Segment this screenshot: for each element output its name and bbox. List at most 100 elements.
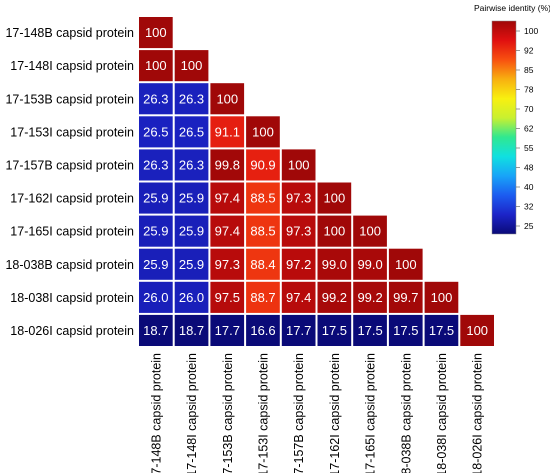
heatmap-cell [246,149,280,181]
cell-value-label: 88.5 [250,224,275,239]
heatmap-cell [246,281,280,313]
heatmap-cell [317,281,352,313]
color-legend: Pairwise identity (%) 100 92 85 78 70 62 55 48 4… [474,3,550,235]
legend-tick-label: 78 [524,85,534,95]
heatmap-cell [424,314,459,346]
cell-value-label: 97.4 [215,224,240,239]
cell-value-label: 17.7 [215,323,240,338]
cell-value-label: 17.5 [322,323,347,338]
cell-value-label: 97.4 [286,290,311,305]
heatmap-cell [460,314,494,346]
row-label: 17-148I capsid protein [10,59,134,73]
legend-tick-label: 55 [524,143,534,153]
row-label: 17-162I capsid protein [10,192,134,206]
cell-value-label: 18.7 [179,323,204,338]
cell-value-label: 26.3 [179,91,204,106]
heatmap-cell [246,215,280,247]
heatmap-cell [317,248,352,280]
cell-value-label: 88.5 [250,191,275,206]
heatmap-cell [388,314,423,346]
legend-tick-label: 70 [524,104,534,114]
cell-value-label: 99.0 [322,257,347,272]
cell-value-label: 88.7 [250,290,275,305]
heatmap-cell [139,248,173,280]
cell-value-label: 100 [324,191,346,206]
cell-value-label: 99.2 [322,290,347,305]
heatmap-cell [139,83,173,115]
heatmap-cell [139,215,173,247]
cell-value-label: 99.2 [357,290,382,305]
cell-value-label: 100 [216,91,238,106]
cell-value-label: 99.7 [393,290,418,305]
heatmap-cell [281,281,316,313]
cell-value-label: 97.2 [286,257,311,272]
heatmap-cell [281,314,316,346]
column-label: 18-026I capsid protein [471,353,485,473]
cell-value-label: 25.9 [179,257,204,272]
column-label: 17-148B capsid protein [149,353,163,473]
cell-value-label: 26.3 [143,91,168,106]
row-label: 17-153B capsid protein [5,92,134,106]
legend-tick-label: 92 [524,46,534,56]
heatmap-cell [281,248,316,280]
column-label: 17-153I capsid protein [257,353,271,473]
column-label: 17-153B capsid protein [221,353,235,473]
heatmap-cell [139,314,173,346]
heatmap-cell [174,248,209,280]
cell-value-label: 25.9 [179,191,204,206]
column-label: 18-038B capsid protein [399,353,413,473]
legend-tick-label: 62 [524,124,534,134]
cell-value-label: 26.5 [179,124,204,139]
cell-value-label: 100 [431,290,453,305]
cell-value-label: 18.7 [143,323,168,338]
cell-value-label: 99.8 [215,158,240,173]
heatmap-cell [174,50,209,82]
cell-value-label: 99.0 [357,257,382,272]
cell-value-label: 100 [324,224,346,239]
heatmap-cell [317,182,352,214]
cell-value-label: 25.9 [179,224,204,239]
legend-ticks: 100 92 85 78 70 62 55 48 40 32 25 [516,26,538,231]
legend-color-bar [491,20,517,235]
heatmap-cell [139,17,173,49]
cell-value-label: 17.7 [286,323,311,338]
cell-value-label: 26.5 [143,124,168,139]
heatmap-cell [139,116,173,148]
legend-tick-label: 85 [524,65,534,75]
heatmap-cell [210,116,245,148]
cell-value-label: 100 [288,158,310,173]
row-label: 18-026I capsid protein [10,324,134,338]
legend-tick-label: 40 [524,182,534,192]
heatmap-cell [388,248,423,280]
heatmap-cell [388,281,423,313]
heatmap-cell [139,50,173,82]
column-label: 17-165I capsid protein [364,353,378,473]
heatmap-cell [174,215,209,247]
row-label: 17-153I capsid protein [10,125,134,139]
row-label: 17-148B capsid protein [5,26,134,40]
row-label: 17-157B capsid protein [5,159,134,173]
cell-value-label: 100 [181,58,203,73]
cell-value-label: 25.9 [143,257,168,272]
cell-value-label: 97.4 [215,191,240,206]
heatmap-cell [353,248,387,280]
legend-tick-label: 48 [524,163,534,173]
heatmap-cell [210,248,245,280]
cell-value-label: 100 [145,25,167,40]
column-label: 17-157B capsid protein [292,353,306,473]
cell-value-label: 97.3 [286,224,311,239]
heatmap-cell [353,281,387,313]
heatmap-cell [281,215,316,247]
cell-value-label: 26.0 [179,290,204,305]
cell-value-label: 25.9 [143,224,168,239]
heatmap-cell [210,314,245,346]
cell-value-label: 100 [252,124,274,139]
heatmap-cell [174,281,209,313]
heatmap-cell [210,149,245,181]
legend-title: Pairwise identity (%) [474,3,550,13]
cell-value-label: 97.3 [215,257,240,272]
heatmap-cell [174,116,209,148]
row-label: 18-038B capsid protein [5,258,134,272]
heatmap-cell [353,314,387,346]
